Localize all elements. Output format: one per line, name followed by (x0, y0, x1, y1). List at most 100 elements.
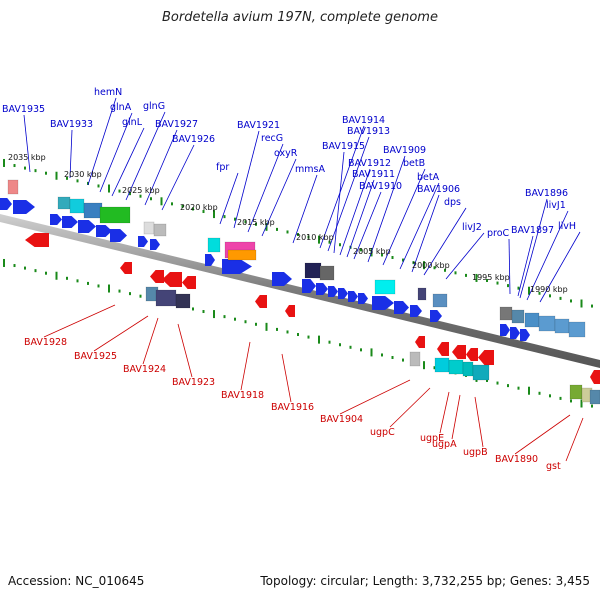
feature-box (155, 289, 177, 307)
forward-gene-label: mmsA (295, 164, 325, 175)
feature-box (569, 384, 583, 400)
tick-mark (486, 279, 488, 283)
tick-mark (255, 322, 257, 326)
forward-leader-line (382, 168, 426, 266)
reverse-leader-line (281, 353, 292, 403)
forward-leader-line (346, 179, 375, 258)
kbp-label: 2000 kbp (412, 261, 450, 270)
forward-gene-label: oxyR (274, 148, 298, 159)
forward-leader-line (333, 151, 345, 254)
tick-mark (244, 320, 247, 324)
tick-mark (171, 202, 173, 206)
feature-box (538, 315, 556, 332)
forward-gene-arrow (78, 220, 96, 233)
forward-gene-arrow (150, 239, 160, 250)
tick-mark (192, 307, 194, 311)
forward-leader-line (247, 143, 284, 233)
tick-mark (3, 158, 5, 167)
reverse-leader-line (93, 315, 149, 352)
tick-mark (496, 281, 499, 285)
reverse-gene-arrow (120, 262, 132, 274)
kbp-label: 2005 kbp (353, 247, 391, 256)
tick-mark (265, 222, 268, 231)
forward-gene-label: BAV1927 (155, 119, 198, 130)
forward-gene-label: BAV1933 (50, 119, 93, 130)
feature-box (409, 351, 421, 367)
forward-gene-label: fpr (216, 162, 229, 173)
forward-gene-label: BAV1906 (417, 184, 460, 195)
forward-gene-label: glnL (122, 117, 143, 128)
kbp-label: 2015 kbp (237, 218, 275, 227)
forward-leader-line (319, 125, 365, 249)
tick-mark (276, 227, 278, 231)
reverse-leader-line (43, 304, 116, 338)
tick-mark (402, 258, 404, 262)
tick-mark (349, 345, 352, 349)
forward-gene-label: BAV1915 (322, 141, 365, 152)
forward-leader-line (125, 111, 166, 201)
tick-mark (307, 235, 310, 239)
tick-mark (360, 248, 362, 252)
feature-box (374, 279, 396, 295)
tick-mark (370, 348, 373, 357)
forward-leader-line (87, 97, 117, 186)
tick-mark (517, 386, 520, 390)
reverse-gene-label: ugpB (463, 447, 488, 458)
reverse-gene-arrow (285, 305, 295, 317)
forward-gene-label: BAV1921 (237, 120, 280, 131)
feature-box (524, 312, 540, 328)
kbp-label: 2020 kbp (180, 203, 218, 212)
feature-box (227, 249, 257, 261)
reverse-gene-arrow (415, 336, 425, 348)
tick-mark (223, 215, 226, 219)
tick-mark (580, 399, 583, 408)
forward-gene-arrow (110, 229, 127, 242)
tick-mark (129, 192, 131, 196)
feature-box (319, 265, 335, 281)
forward-gene-arrow (430, 310, 442, 322)
reverse-leader-line (142, 317, 159, 365)
tick-mark (402, 358, 404, 362)
feature-box (207, 237, 221, 253)
tick-mark (276, 327, 278, 331)
reverse-gene-label: ugpC (370, 427, 395, 438)
tick-mark (24, 266, 26, 270)
tick-mark (423, 361, 425, 370)
tick-mark (150, 197, 152, 201)
reverse-gene-arrow (466, 348, 478, 361)
kbp-label: 1995 kbp (472, 273, 510, 282)
kbp-label: 1990 kbp (530, 285, 568, 294)
tick-mark (76, 179, 79, 183)
feature-box (472, 364, 490, 381)
forward-gene-arrow (316, 283, 328, 295)
forward-leader-line (539, 231, 581, 303)
tick-mark (465, 273, 467, 277)
tick-mark (423, 261, 425, 270)
reverse-leader-line (474, 396, 484, 448)
forward-gene-label: BAV1926 (172, 134, 215, 145)
forward-gene-arrow (394, 301, 409, 314)
tick-mark (55, 171, 58, 180)
tick-mark (559, 396, 562, 400)
forward-gene-arrow (338, 288, 348, 299)
tick-mark (549, 394, 551, 398)
tick-mark (34, 169, 37, 173)
forward-leader-line (353, 191, 382, 260)
tick-mark (528, 286, 530, 295)
tick-mark (454, 271, 457, 275)
reverse-leader-line (240, 341, 251, 391)
tick-mark (13, 264, 16, 268)
forward-gene-label: BAV1897 (511, 225, 554, 236)
forward-gene-label: glnG (143, 101, 165, 112)
feature-track (0, 179, 600, 405)
tick-mark (192, 207, 194, 211)
reverse-gene-label: BAV1890 (495, 454, 538, 465)
reverse-gene-label: BAV1928 (24, 337, 67, 348)
reverse-gene-label: ugpA (432, 439, 457, 450)
forward-leader-line (69, 129, 73, 179)
kbp-label: 2030 kbp (64, 170, 102, 179)
feature-box (448, 359, 464, 375)
forward-leader-line (144, 129, 178, 206)
forward-gene-label: betA (417, 172, 440, 183)
